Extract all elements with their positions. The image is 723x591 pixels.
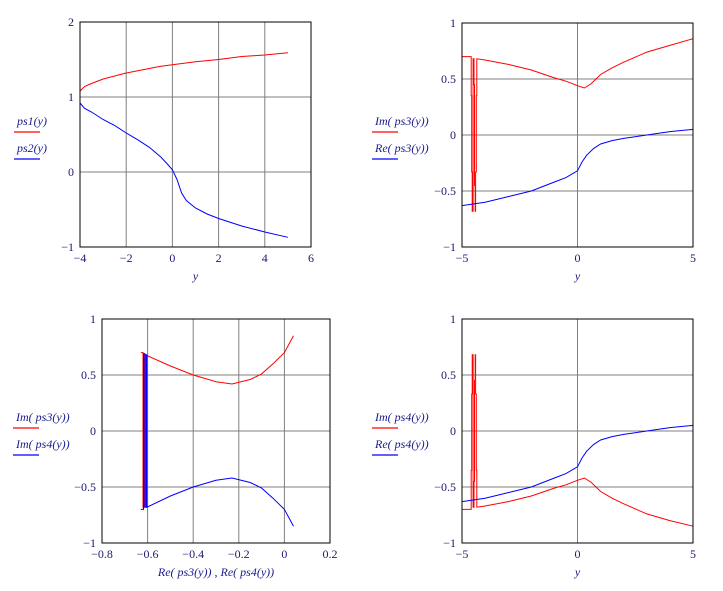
plot-2: −5 0 5 −1 −0.5 0 0.5 1 Im( ps3(y)) Re( ps3(y)) y [372,16,696,283]
y-tick-label: 1 [68,90,74,104]
x-axis-label: y [574,269,581,283]
y-tick-label: −1 [61,240,74,254]
y-tick-label: 0 [68,165,74,179]
y-tick-label: 1 [450,16,456,30]
plot-frame [101,318,331,544]
plot-4: −5 0 5 −1 −0.5 0 0.5 1 Im( ps4(y)) Re( ps4(y)) y [372,312,696,579]
legend-label: Re( ps3(y)) [374,141,429,155]
x-tick-label: −2 [120,251,133,265]
plot-3: −0.8 −0.6 −0.4 −0.2 0 0.2 −1 −0.5 0 0.5 1 Im( ps3(y… [13,312,338,579]
y-tick-label: 1 [90,312,96,326]
x-tick-label: 5 [690,547,696,561]
x-axis-label: y [192,269,199,283]
x-tick-label: 2 [216,251,222,265]
series-line-2 [461,424,694,503]
series-line-1 [79,52,288,92]
x-axis-label: y [574,565,581,579]
x-tick-label: 4 [262,251,268,265]
x-tick-label: −0.2 [228,547,250,561]
y-tick-label: 0.5 [81,368,96,382]
x-tick-label: −0.6 [137,547,159,561]
plot-frame [79,21,312,248]
y-tick-label: 0 [450,424,456,438]
x-tick-label: 6 [308,251,314,265]
x-tick-label: 0 [169,251,175,265]
legend-label: Re( ps4(y)) [374,437,429,451]
x-tick-label: 5 [690,251,696,265]
series-line-1 [462,354,694,527]
y-tick-label: 2 [68,15,74,29]
x-axis-label: Re( ps3(y)) , Re( ps4(y)) [157,565,274,579]
x-tick-label: 0 [575,251,581,265]
x-tick-label: −0.4 [182,547,204,561]
series-line-1 [462,38,694,212]
x-tick-label: 0.2 [323,547,338,561]
plot-frame [461,22,694,248]
x-tick-label: −5 [456,251,469,265]
x-tick-label: −5 [456,547,469,561]
legend-label: Im( ps4(y)) [374,410,429,424]
y-tick-label: 0 [90,424,96,438]
series-line-2 [79,102,289,238]
legend-label: Im( ps4(y)) [15,437,70,451]
x-tick-label: 0 [281,547,287,561]
y-tick-label: −0.5 [434,480,456,494]
series-line-2 [461,128,694,207]
y-tick-label: 0 [450,128,456,142]
y-tick-label: −0.5 [434,184,456,198]
y-tick-label: −0.5 [74,480,96,494]
plot-frame [461,318,694,544]
series-line-1 [140,335,294,508]
legend-label: ps2(y) [16,141,47,155]
x-tick-label: −4 [74,251,87,265]
legend-label: Im( ps3(y)) [374,114,429,128]
plot-1: −4 −2 0 2 4 6 −1 0 1 2 ps1(y) ps2(y) y [14,15,314,283]
y-tick-label: −1 [83,536,96,550]
y-tick-label: −1 [443,536,456,550]
y-tick-label: −1 [443,240,456,254]
x-tick-label: −0.8 [91,547,113,561]
legend-label: ps1(y) [16,114,47,128]
y-tick-label: 0.5 [441,72,456,86]
y-tick-label: 1 [450,312,456,326]
y-tick-label: 0.5 [441,368,456,382]
legend-label: Im( ps3(y)) [15,410,70,424]
series-line-2 [140,353,294,527]
x-tick-label: 0 [575,547,581,561]
